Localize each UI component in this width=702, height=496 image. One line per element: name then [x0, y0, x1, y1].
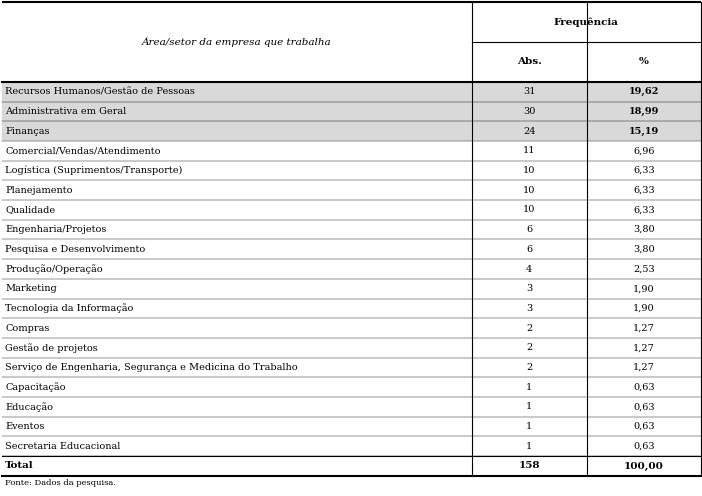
Bar — [2, 436, 701, 456]
Bar — [2, 358, 701, 377]
Text: 1: 1 — [526, 382, 532, 392]
Bar — [2, 377, 701, 397]
Text: 4: 4 — [526, 264, 532, 273]
Text: 0,63: 0,63 — [633, 382, 655, 392]
Bar — [2, 299, 701, 318]
Text: Educação: Educação — [5, 402, 53, 412]
Text: 24: 24 — [523, 126, 536, 136]
Text: 10: 10 — [523, 205, 536, 214]
Text: Finanças: Finanças — [5, 126, 50, 136]
Text: Serviço de Engenharia, Segurança e Medicina do Trabalho: Serviço de Engenharia, Segurança e Medic… — [5, 363, 298, 372]
Text: Eventos: Eventos — [5, 422, 44, 431]
Text: Comercial/Vendas/Atendimento: Comercial/Vendas/Atendimento — [5, 146, 161, 155]
Text: 1,27: 1,27 — [633, 323, 655, 332]
Text: 6: 6 — [526, 225, 532, 234]
Bar — [2, 181, 701, 200]
Bar — [2, 200, 701, 220]
Text: Capacitação: Capacitação — [5, 382, 65, 392]
Text: 10: 10 — [523, 166, 536, 175]
Text: Frequência: Frequência — [554, 17, 618, 27]
Text: 6,33: 6,33 — [633, 186, 655, 195]
Bar — [2, 141, 701, 161]
Text: 6,33: 6,33 — [633, 166, 655, 175]
Text: 1: 1 — [526, 402, 532, 411]
Text: 0,63: 0,63 — [633, 441, 655, 451]
Text: 30: 30 — [523, 107, 536, 116]
Text: 1,27: 1,27 — [633, 343, 655, 352]
Text: 31: 31 — [523, 87, 536, 96]
Bar — [2, 338, 701, 358]
Text: 19,62: 19,62 — [629, 87, 659, 96]
Text: 18,99: 18,99 — [629, 107, 659, 116]
Text: Compras: Compras — [5, 323, 49, 332]
Text: 1: 1 — [526, 441, 532, 451]
Text: Planejamento: Planejamento — [5, 186, 72, 195]
Text: 1,27: 1,27 — [633, 363, 655, 372]
Text: 2: 2 — [526, 343, 532, 352]
Text: Recursos Humanos/Gestão de Pessoas: Recursos Humanos/Gestão de Pessoas — [5, 87, 195, 96]
Bar — [2, 397, 701, 417]
Text: Administrativa em Geral: Administrativa em Geral — [5, 107, 126, 116]
Text: 1,90: 1,90 — [633, 304, 655, 313]
Text: Marketing: Marketing — [5, 284, 57, 293]
Text: Secretaria Educacional: Secretaria Educacional — [5, 441, 120, 451]
Text: Pesquisa e Desenvolvimento: Pesquisa e Desenvolvimento — [5, 245, 145, 254]
Text: Total: Total — [5, 461, 34, 471]
Text: Gestão de projetos: Gestão de projetos — [5, 343, 98, 353]
Text: 3,80: 3,80 — [633, 245, 655, 254]
Text: 1: 1 — [526, 422, 532, 431]
Text: 2,53: 2,53 — [633, 264, 655, 273]
Text: Tecnologia da Informação: Tecnologia da Informação — [5, 304, 133, 313]
Text: 0,63: 0,63 — [633, 402, 655, 411]
Bar — [2, 259, 701, 279]
Bar — [2, 102, 701, 122]
Bar — [2, 417, 701, 436]
Bar — [2, 279, 701, 299]
Text: 0,63: 0,63 — [633, 422, 655, 431]
Text: Produção/Operação: Produção/Operação — [5, 264, 102, 274]
Bar — [2, 82, 701, 102]
Text: Logística (Suprimentos/Transporte): Logística (Suprimentos/Transporte) — [5, 166, 183, 175]
Text: 11: 11 — [523, 146, 536, 155]
Text: Fonte: Dados da pesquisa.: Fonte: Dados da pesquisa. — [5, 479, 116, 487]
Text: Área/setor da empresa que trabalha: Área/setor da empresa que trabalha — [142, 37, 331, 47]
Bar — [2, 220, 701, 240]
Bar — [2, 240, 701, 259]
Text: 3,80: 3,80 — [633, 225, 655, 234]
Text: 3: 3 — [526, 284, 532, 293]
Text: 15,19: 15,19 — [629, 126, 659, 136]
Text: 2: 2 — [526, 363, 532, 372]
Text: 1,90: 1,90 — [633, 284, 655, 293]
Text: 3: 3 — [526, 304, 532, 313]
Bar — [2, 318, 701, 338]
Text: 6: 6 — [526, 245, 532, 254]
Text: 100,00: 100,00 — [624, 461, 664, 471]
Bar — [2, 161, 701, 181]
Text: 6,33: 6,33 — [633, 205, 655, 214]
Text: 10: 10 — [523, 186, 536, 195]
Text: 158: 158 — [519, 461, 540, 471]
Text: 2: 2 — [526, 323, 532, 332]
Text: Qualidade: Qualidade — [5, 205, 55, 214]
Text: %: % — [639, 58, 649, 66]
Bar — [2, 122, 701, 141]
Text: 6,96: 6,96 — [633, 146, 655, 155]
Text: Engenharia/Projetos: Engenharia/Projetos — [5, 225, 107, 234]
Text: Abs.: Abs. — [517, 58, 542, 66]
